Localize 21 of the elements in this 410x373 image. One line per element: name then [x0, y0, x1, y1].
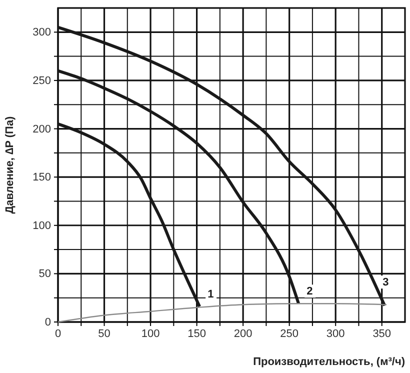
x-tick-label: 300 [326, 328, 345, 340]
y-tick-label: 250 [32, 74, 51, 87]
x-tick-label: 200 [234, 328, 252, 340]
x-tick-label: 150 [188, 328, 206, 340]
y-tick-label: 0 [44, 316, 51, 329]
y-tick-label: 200 [32, 123, 51, 136]
line-series [57, 303, 388, 323]
y-tick-label: 150 [32, 172, 51, 184]
x-tick-label: 250 [280, 328, 299, 340]
y-tick-label: 300 [32, 26, 51, 39]
x-tick-label: 0 [54, 328, 62, 340]
x-tick-label: 350 [372, 328, 392, 340]
series-label: 3 [382, 276, 389, 289]
y-tick-label: 100 [32, 220, 51, 232]
x-tick-label: 50 [98, 328, 110, 340]
x-tick-label: 100 [141, 328, 160, 340]
series-label: 2 [306, 286, 313, 298]
y-axis-title: Давление, ∆P (Па) [4, 116, 16, 214]
y-tick-label: 50 [38, 268, 51, 280]
x-axis-title: Производительность, (м³/ч) [253, 356, 406, 368]
series-label: 1 [208, 288, 214, 301]
